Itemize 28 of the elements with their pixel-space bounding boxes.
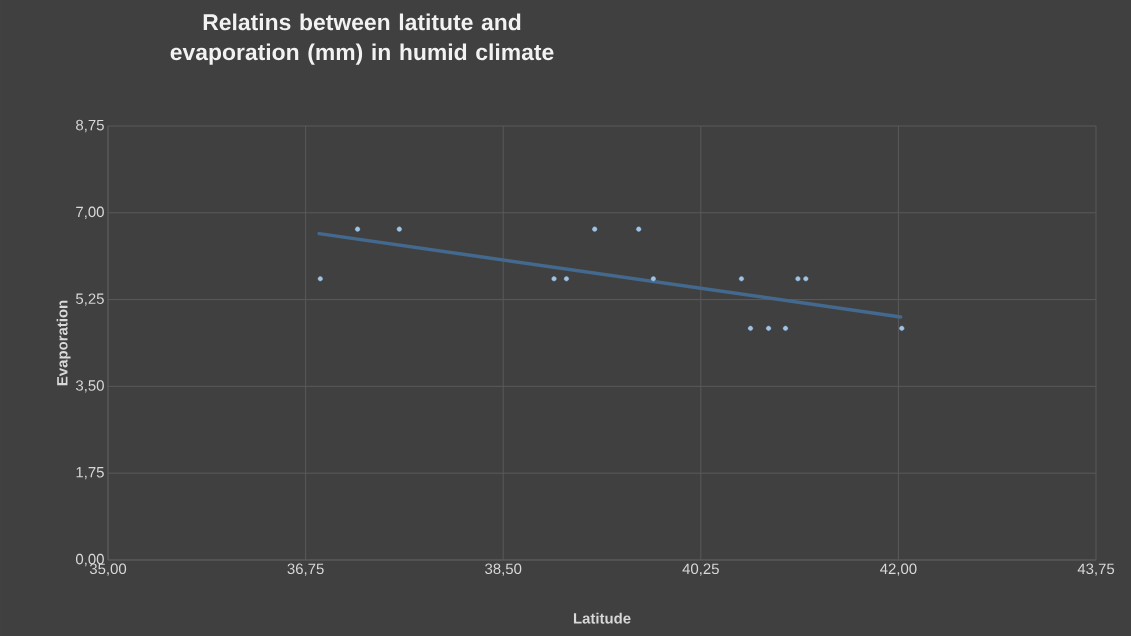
y-axis-title: Evaporation xyxy=(56,300,71,386)
y-tick-label: 7,00 xyxy=(76,206,104,219)
point xyxy=(396,226,402,232)
x-tick-label: 40,25 xyxy=(682,563,719,576)
point xyxy=(795,276,801,282)
x-tick-label: 42,00 xyxy=(880,563,917,576)
point xyxy=(636,226,642,232)
x-tick-label: 36,75 xyxy=(287,563,324,576)
chart-title: Relatins between latitute and evaporation (mm) in humid climate xyxy=(170,13,554,65)
point xyxy=(355,226,361,232)
point xyxy=(803,276,809,282)
point xyxy=(551,276,557,282)
x-tick-label: 43,75 xyxy=(1077,563,1115,576)
x-axis-title: Latitude xyxy=(573,612,631,624)
point xyxy=(592,226,598,232)
point xyxy=(650,276,656,282)
point xyxy=(748,325,753,331)
point xyxy=(317,276,323,282)
point xyxy=(783,325,788,331)
y-tick-label: 5,25 xyxy=(76,293,104,306)
y-tick-label: 3,50 xyxy=(75,380,104,393)
x-tick-label: 38,50 xyxy=(485,563,522,576)
point xyxy=(766,325,772,331)
point xyxy=(899,325,905,331)
point xyxy=(563,276,569,282)
y-tick-label: 8,75 xyxy=(76,119,104,133)
y-tick-label: 1,75 xyxy=(76,467,104,480)
point xyxy=(738,276,744,282)
